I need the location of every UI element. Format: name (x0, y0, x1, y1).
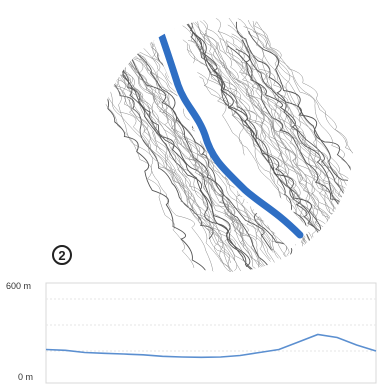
contour-line (248, 30, 353, 272)
contour-line (99, 41, 207, 272)
contour-line (105, 18, 271, 260)
contour-line (104, 32, 254, 271)
y-axis-min-label: 0 m (18, 372, 34, 382)
y-axis-max-label: 600 m (6, 281, 32, 291)
contour-line (134, 41, 294, 272)
contour-line (110, 30, 268, 272)
contour-line (186, 18, 348, 242)
contour-line (115, 44, 268, 272)
profile-frame (45, 282, 377, 384)
contour-line (252, 31, 353, 255)
contour-line (252, 18, 353, 239)
route-path (153, 18, 304, 239)
contour-line (235, 18, 353, 255)
contour-line (121, 49, 276, 272)
contour-line (190, 18, 353, 258)
contour-line (244, 42, 353, 268)
contour-line (99, 30, 247, 272)
contour-line (235, 48, 353, 272)
contour-line (99, 47, 236, 272)
step-number: 2 (58, 247, 66, 263)
contour-line (120, 48, 284, 272)
contour-line (191, 18, 342, 238)
contour-line (117, 33, 266, 272)
contour-line (235, 21, 353, 272)
contour-line (108, 43, 271, 262)
contour-line (99, 18, 214, 240)
contour-line (241, 39, 353, 265)
contour-line (248, 18, 353, 242)
contour-line (190, 21, 339, 254)
contour-line (241, 18, 353, 258)
elevation-line (45, 333, 377, 359)
contour-line (184, 21, 336, 248)
step-number-badge: 2 (52, 245, 72, 265)
contour-line (99, 44, 200, 272)
river-valley (146, 18, 311, 250)
contour-line (243, 18, 353, 257)
contour-line (99, 42, 258, 272)
contour-line (195, 44, 335, 270)
contour-line (227, 45, 353, 272)
contour-line (114, 24, 273, 251)
contour-line (118, 28, 274, 253)
